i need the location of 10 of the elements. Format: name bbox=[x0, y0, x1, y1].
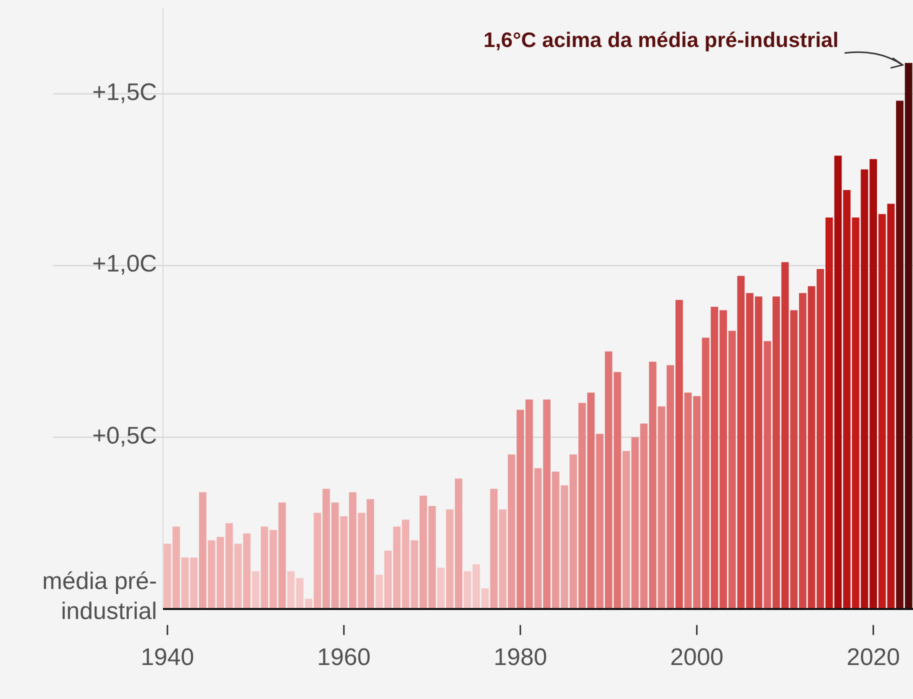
x-tick-label: 1960 bbox=[317, 644, 371, 671]
x-tick-label: 1940 bbox=[140, 644, 194, 671]
y-tick-label: média pré-industrial bbox=[42, 568, 157, 626]
y-tick-label: +1,0C bbox=[92, 250, 157, 278]
y-tick-label: +0,5C bbox=[92, 422, 157, 450]
y-tick-label: +1,5C bbox=[92, 79, 157, 106]
x-tick-label: 2000 bbox=[670, 644, 724, 671]
annotation: 1,6°C acima da média pré-industrial bbox=[484, 28, 839, 52]
x-tick-label: 1980 bbox=[494, 644, 548, 671]
x-tick-label: 2020 bbox=[846, 644, 900, 671]
